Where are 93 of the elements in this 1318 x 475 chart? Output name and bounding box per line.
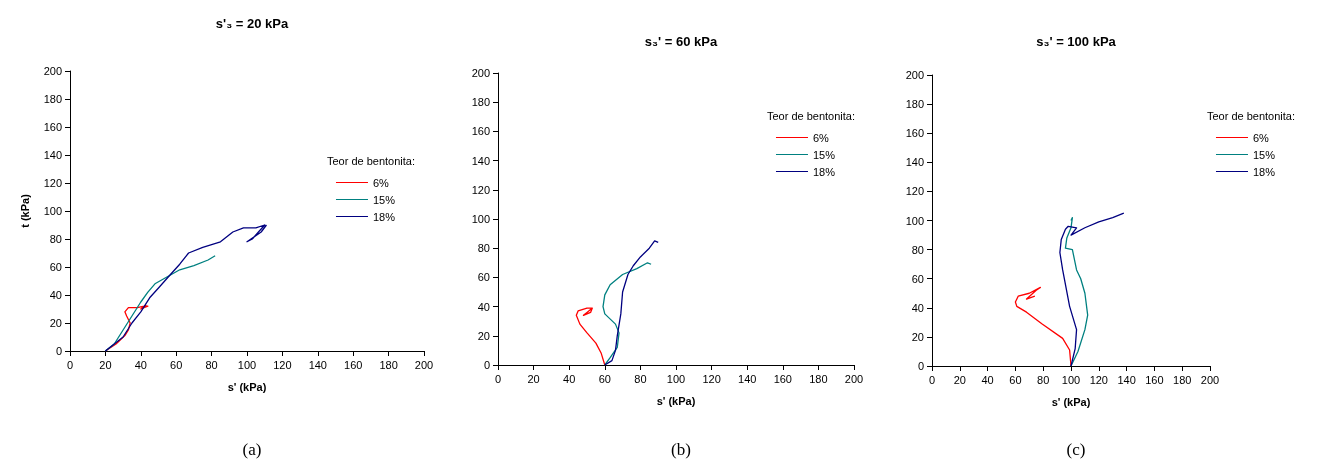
line-series — [604, 240, 659, 366]
y-tick-label: 40 — [477, 300, 490, 313]
x-tick-label: 100 — [666, 372, 686, 385]
y-tick-label: 40 — [911, 301, 924, 314]
x-tick-label: 140 — [308, 358, 327, 371]
chart-title: s₃' = 60 kPa — [644, 34, 718, 49]
x-tick-label: 40 — [563, 372, 576, 385]
legend-label: 6% — [812, 131, 830, 144]
x-tick-label: 200 — [1200, 373, 1220, 386]
x-axis-title: s' (kPa) — [656, 394, 696, 407]
x-tick-label: 80 — [205, 358, 218, 371]
x-tick-label: 20 — [527, 372, 540, 385]
y-tick-label: 120 — [43, 177, 62, 189]
y-tick-label: 80 — [477, 242, 490, 255]
x-tick-label: 80 — [1037, 373, 1050, 386]
legend-label: 18% — [1252, 165, 1276, 178]
legend-title: Teor de bentonita: — [1206, 109, 1296, 122]
x-tick-label: 80 — [634, 372, 647, 385]
x-tick-label: 60 — [170, 358, 183, 371]
x-tick-label: 100 — [237, 358, 257, 371]
x-tick-label: 120 — [1089, 373, 1108, 386]
y-tick-label: 180 — [43, 93, 62, 105]
y-tick-label: 200 — [43, 65, 62, 77]
line-series — [575, 307, 606, 366]
y-tick-label: 140 — [43, 149, 62, 161]
y-tick-label: 100 — [471, 213, 490, 225]
chart-title: s₃' = 100 kPa — [1036, 34, 1117, 49]
y-tick-label: 120 — [471, 183, 490, 196]
x-tick-label: 120 — [273, 358, 292, 371]
y-tick-label: 160 — [905, 127, 924, 140]
x-tick-label: 200 — [414, 358, 434, 371]
legend-label: 15% — [1252, 148, 1276, 161]
y-tick-label: 120 — [905, 185, 924, 198]
x-tick-label: 40 — [981, 373, 994, 386]
x-tick-label: 180 — [379, 358, 398, 371]
legend-label: 6% — [372, 176, 390, 189]
legend-label: 18% — [812, 165, 836, 178]
x-tick-label: 60 — [598, 372, 611, 385]
legend-title: Teor de bentonita: — [766, 109, 856, 122]
x-tick-label: 20 — [99, 358, 112, 371]
x-tick-label: 40 — [134, 358, 147, 371]
x-tick-label: 160 — [344, 358, 363, 371]
x-tick-label: 20 — [953, 373, 966, 386]
legend-label: 18% — [372, 210, 396, 223]
y-tick-label: 200 — [471, 67, 490, 79]
legend-label: 15% — [372, 193, 396, 206]
y-tick-label: 60 — [911, 272, 924, 285]
x-tick-label: 140 — [1117, 373, 1136, 386]
y-axis-title: t (kPa) — [18, 193, 31, 228]
y-tick-label: 20 — [49, 317, 62, 329]
x-tick-label: 100 — [1061, 373, 1081, 386]
y-tick-label: 180 — [905, 98, 924, 111]
text: (b) — [671, 440, 691, 459]
x-tick-label: 180 — [1173, 373, 1192, 386]
x-tick-label: 0 — [928, 373, 936, 386]
x-tick-label: 200 — [844, 372, 864, 385]
x-tick-label: 60 — [1009, 373, 1022, 386]
y-tick-label: 100 — [905, 214, 924, 227]
legend-label: 6% — [1252, 131, 1270, 144]
chart-title: s'₃ = 20 kPa — [215, 16, 289, 31]
y-tick-label: 140 — [471, 154, 490, 167]
line-series — [1014, 286, 1072, 367]
y-tick-label: 160 — [471, 125, 490, 138]
y-tick-label: 60 — [49, 261, 62, 273]
line-series — [1064, 216, 1089, 367]
y-tick-label: 160 — [43, 121, 62, 133]
y-tick-label: 20 — [477, 329, 490, 342]
text: (a) — [242, 440, 262, 459]
y-tick-label: 80 — [49, 233, 62, 245]
x-axis-title: s' (kPa) — [227, 380, 267, 393]
y-tick-label: 200 — [905, 69, 924, 81]
x-tick-label: 0 — [494, 372, 502, 385]
x-tick-label: 180 — [809, 372, 828, 385]
line-series — [1059, 212, 1125, 367]
x-tick-label: 160 — [1145, 373, 1164, 386]
text: (c) — [1066, 440, 1086, 459]
legend-label: 15% — [812, 148, 836, 161]
x-tick-label: 140 — [738, 372, 757, 385]
y-tick-label: 40 — [49, 289, 62, 301]
y-tick-label: 80 — [911, 243, 924, 256]
y-tick-label: 0 — [55, 345, 62, 357]
x-tick-label: 120 — [702, 372, 721, 385]
y-tick-label: 140 — [905, 156, 924, 169]
x-tick-label: 0 — [66, 358, 74, 371]
x-axis-title: s' (kPa) — [1051, 395, 1091, 408]
x-tick-label: 160 — [773, 372, 792, 385]
line-series — [104, 224, 268, 352]
y-tick-label: 180 — [471, 96, 490, 109]
y-tick-label: 100 — [43, 205, 62, 217]
line-series — [602, 262, 652, 366]
y-tick-label: 60 — [477, 271, 490, 284]
legend-title: Teor de bentonita: — [326, 154, 416, 167]
y-tick-label: 20 — [911, 330, 924, 343]
